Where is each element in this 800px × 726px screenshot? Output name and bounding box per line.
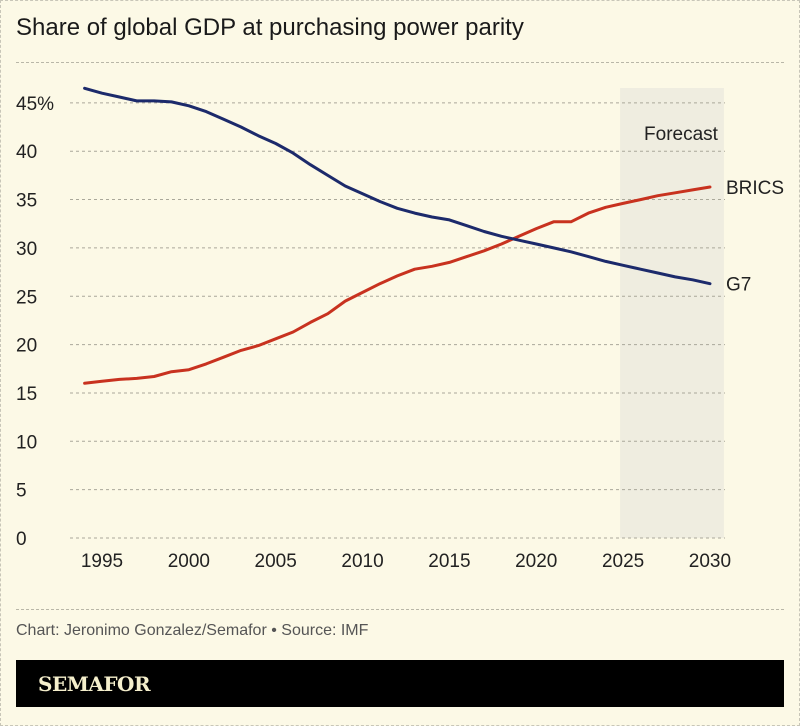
series-label-g7: G7 [726, 275, 751, 296]
series-label-brics: BRICS [726, 178, 784, 199]
semafor-logo: SEMAFOR [38, 672, 151, 696]
x-tick-label: 2025 [602, 551, 644, 572]
y-tick-label: 40 [16, 142, 37, 163]
series-line-g7 [83, 86, 712, 286]
y-tick-label: 45% [16, 94, 54, 115]
x-tick-label: 2010 [341, 551, 383, 572]
x-tick-label: 2020 [515, 551, 557, 572]
y-tick-label: 20 [16, 336, 37, 357]
y-tick-label: 10 [16, 432, 37, 453]
y-tick-label: 15 [16, 384, 37, 405]
x-tick-label: 2015 [428, 551, 470, 572]
y-tick-label: 0 [16, 529, 27, 550]
x-tick-label: 2005 [255, 551, 297, 572]
brand-banner: SEMAFOR [16, 660, 784, 707]
x-tick-label: 2000 [168, 551, 210, 572]
chart-title: Share of global GDP at purchasing power … [16, 14, 524, 41]
footer-divider [16, 609, 784, 610]
y-tick-label: 5 [16, 481, 27, 502]
series-line-brics [83, 185, 712, 385]
title-divider [16, 62, 784, 63]
source-credit: Chart: Jeronimo Gonzalez/Semafor • Sourc… [16, 622, 369, 639]
forecast-band [620, 88, 724, 538]
y-tick-label: 35 [16, 191, 37, 212]
x-tick-label: 1995 [81, 551, 123, 572]
forecast-label: Forecast [644, 124, 719, 145]
x-tick-label: 2030 [689, 551, 731, 572]
y-tick-label: 30 [16, 239, 37, 260]
y-tick-label: 25 [16, 287, 37, 308]
